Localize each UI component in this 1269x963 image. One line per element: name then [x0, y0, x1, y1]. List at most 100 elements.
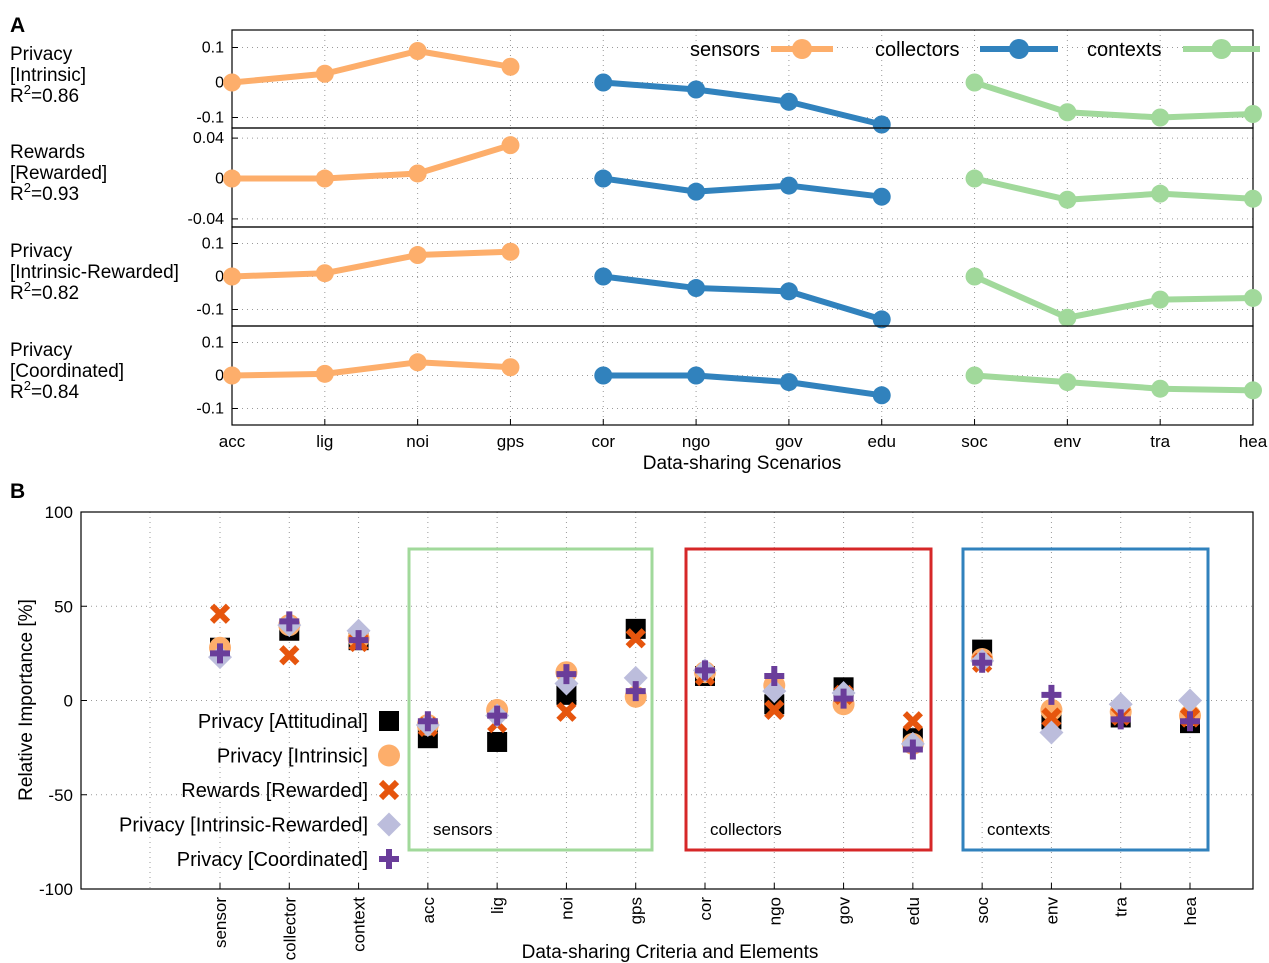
legend-marker-contexts — [1211, 39, 1232, 59]
data-point-sensors — [501, 242, 520, 261]
data-point-series-5 — [972, 652, 993, 673]
data-point-series-5 — [764, 665, 785, 686]
data-point-collectors — [779, 176, 798, 195]
y-tick-label: 0 — [215, 368, 224, 385]
x-tick-label: gov — [835, 897, 854, 925]
data-point-contexts — [1151, 184, 1170, 203]
data-point-collectors — [779, 373, 798, 392]
series-line-sensors — [231, 248, 511, 280]
x-tick-label: ngo — [765, 897, 784, 925]
legend-label: Privacy [Intrinsic-Rewarded] — [119, 815, 368, 837]
x-tick-label: edu — [868, 432, 896, 451]
data-point-contexts — [1058, 103, 1077, 122]
x-tick-label: hea — [1239, 432, 1268, 451]
subplot-label-line: Privacy — [10, 340, 73, 361]
x-tick-label: env — [1042, 897, 1061, 925]
data-point-sensors — [223, 73, 241, 92]
x-tick-label: gps — [497, 432, 524, 451]
data-point-collectors — [687, 279, 706, 298]
series-line-contexts — [973, 79, 1254, 121]
x-tick-label: edu — [904, 897, 923, 925]
subplot-label-line: [Coordinated] — [10, 361, 124, 382]
y-tick-label: 0 — [215, 171, 224, 188]
plot-frame — [80, 511, 1254, 890]
legend-label-contexts: contexts — [1087, 39, 1161, 61]
series-line-contexts — [974, 372, 1254, 394]
data-point-contexts — [1244, 381, 1262, 400]
data-point-series-5 — [487, 705, 508, 726]
legend-marker — [378, 744, 400, 767]
y-tick-label: 0.04 — [193, 130, 224, 147]
data-point-collectors — [687, 182, 706, 201]
subplot-label-line: Privacy — [10, 241, 73, 262]
x-tick-label: context — [350, 897, 369, 952]
data-point-series-5 — [348, 630, 369, 651]
x-tick-label: soc — [961, 432, 988, 451]
panel-b-ylabel: Relative Importance [%] — [16, 599, 37, 801]
panel-b-letter: B — [10, 480, 25, 503]
data-point-contexts — [965, 73, 984, 92]
data-point-collectors — [594, 267, 613, 286]
x-tick-label: gov — [775, 432, 803, 451]
subplot-label-line: [Intrinsic] — [10, 65, 86, 86]
group-box-label: collectors — [710, 820, 782, 839]
y-tick-label: -0.1 — [196, 302, 224, 319]
subplot-label-line: Rewards — [10, 142, 85, 163]
data-point-sensors — [223, 366, 241, 385]
x-tick-label: noi — [406, 432, 429, 451]
data-point-series-3 — [764, 699, 785, 721]
data-point-sensors — [315, 169, 334, 188]
data-point-contexts — [1244, 288, 1262, 307]
data-point-sensors — [408, 164, 427, 183]
data-point-sensors — [315, 364, 334, 383]
series-line-collectors — [603, 372, 883, 399]
subplot-label-line: R2=0.86 — [10, 82, 79, 107]
x-tick-label: tra — [1112, 896, 1131, 916]
data-point-series-5 — [902, 739, 923, 760]
data-point-collectors — [872, 187, 891, 206]
x-tick-label: acc — [219, 432, 246, 451]
data-point-series-4 — [623, 665, 648, 690]
y-tick-label: 0.1 — [202, 335, 224, 352]
data-point-collectors — [594, 366, 613, 385]
legend-label-sensors: sensors — [690, 39, 760, 61]
series-line-sensors — [231, 359, 511, 379]
panel-a-xlabel: Data-sharing Scenarios — [643, 453, 842, 474]
x-tick-label: tra — [1150, 432, 1170, 451]
series-line-collectors — [602, 273, 883, 323]
y-tick-label: -0.1 — [196, 401, 224, 418]
data-point-collectors — [594, 73, 613, 92]
data-point-series-4 — [1039, 720, 1064, 745]
y-tick-label: 0.1 — [202, 40, 224, 57]
data-point-series-3 — [209, 603, 231, 624]
panel-b-xlabel: Data-sharing Criteria and Elements — [522, 942, 819, 963]
y-tick-label: -0.1 — [196, 110, 224, 127]
legend-marker — [379, 849, 399, 869]
data-point-collectors — [779, 282, 798, 301]
x-tick-label: gps — [627, 897, 646, 924]
x-tick-label: hea — [1181, 896, 1200, 925]
data-point-series-5 — [1180, 711, 1200, 732]
panel-b: B Data-sharing Criteria and Elements Rel… — [10, 480, 1254, 963]
data-point-series-5 — [1041, 684, 1062, 705]
data-point-sensors — [223, 267, 241, 286]
data-point-sensors — [501, 136, 520, 155]
data-point-contexts — [965, 169, 984, 188]
data-point-collectors — [872, 386, 891, 405]
legend-marker — [378, 779, 400, 801]
group-box-contexts — [961, 547, 1210, 852]
y-tick-label: -50 — [48, 786, 73, 805]
data-point-sensors — [315, 64, 334, 83]
y-tick-label: 0 — [215, 269, 224, 286]
data-point-contexts — [1058, 373, 1077, 392]
x-tick-label: noi — [557, 897, 576, 920]
data-point-sensors — [408, 246, 427, 265]
data-point-collectors — [594, 169, 613, 188]
legend-marker-collectors — [1009, 39, 1029, 59]
data-point-collectors — [872, 115, 891, 134]
panel-a-letter: A — [10, 14, 25, 37]
data-point-series-1 — [764, 694, 785, 715]
legend-marker — [377, 812, 401, 837]
series-line-sensors — [232, 142, 512, 182]
